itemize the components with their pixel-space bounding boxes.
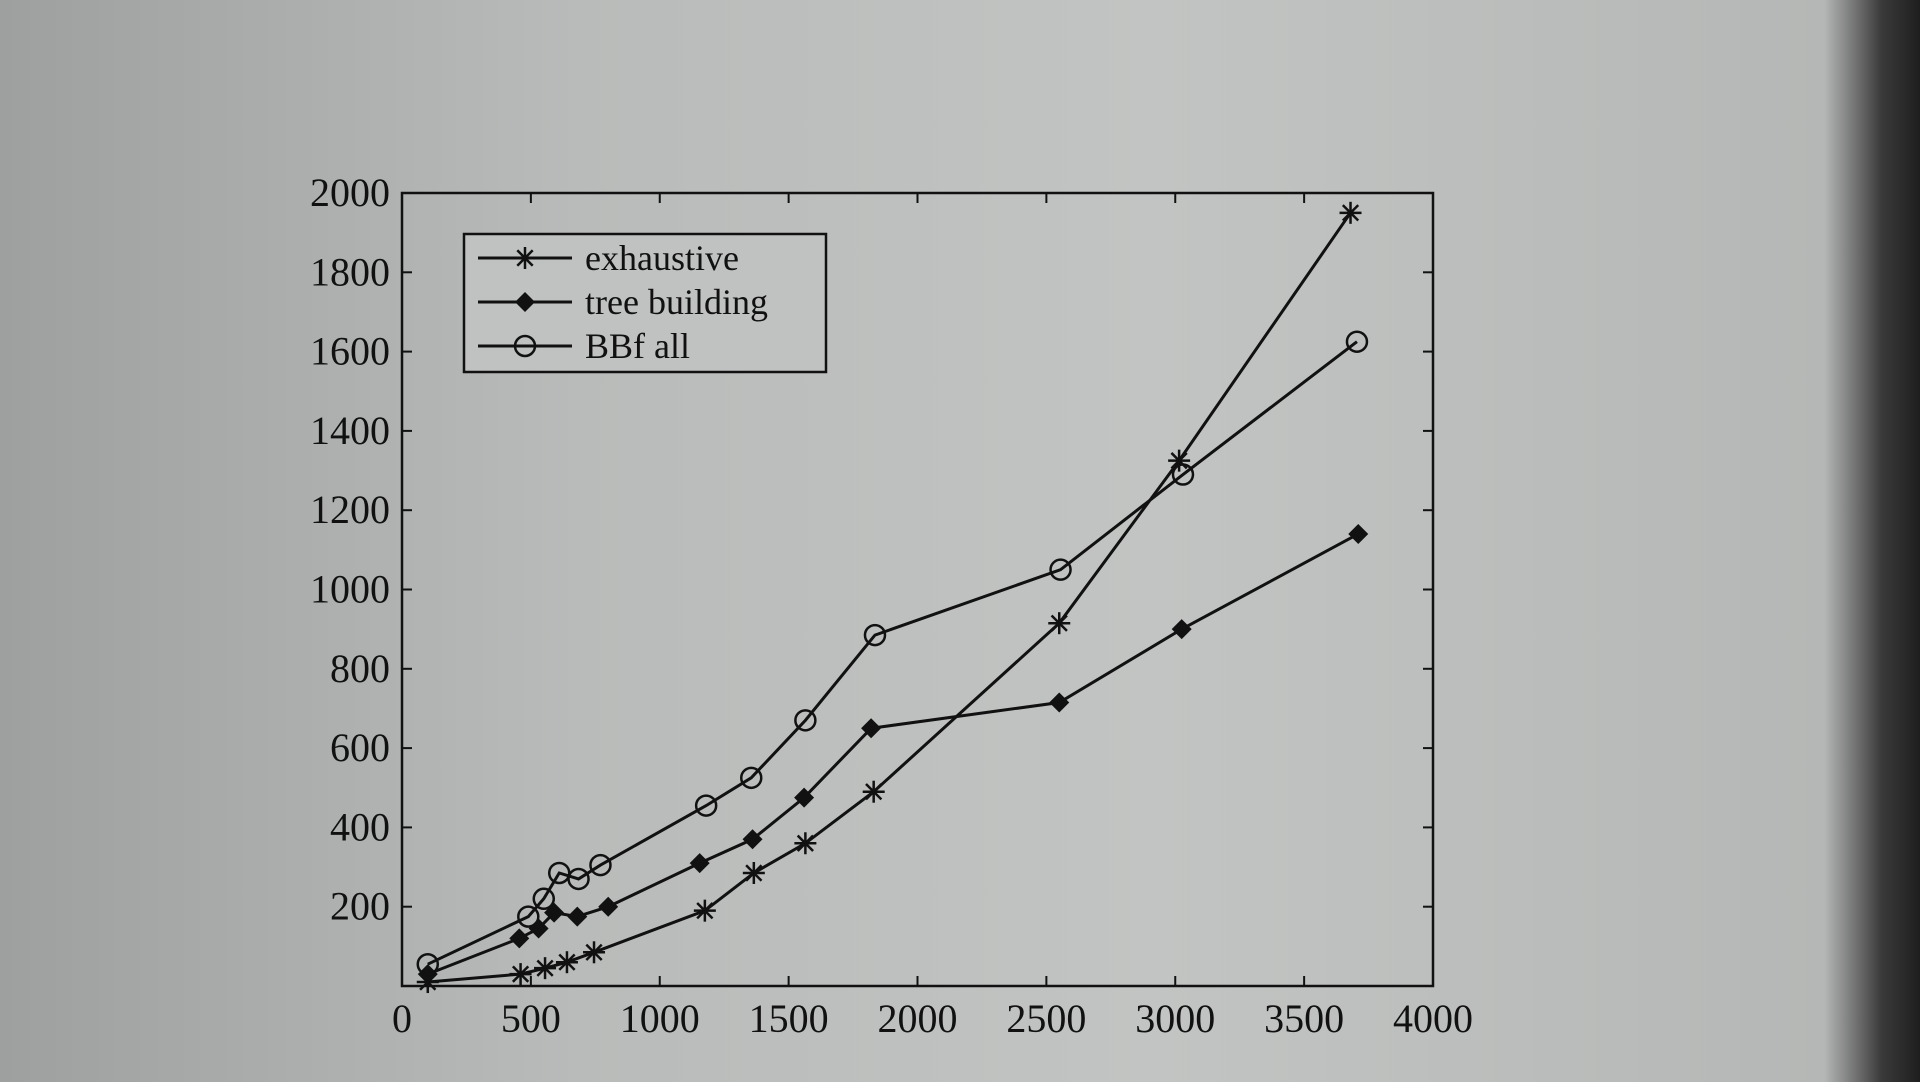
data-point-diamond bbox=[689, 853, 710, 874]
x-tick-label: 4000 bbox=[1393, 996, 1473, 1041]
data-point-circle bbox=[863, 623, 887, 647]
x-tick-label: 2000 bbox=[878, 996, 958, 1041]
data-point-circle bbox=[416, 952, 440, 976]
y-tick-label: 200 bbox=[330, 884, 390, 929]
data-point-diamond bbox=[1049, 692, 1070, 713]
series-line bbox=[427, 532, 1359, 976]
x-tick-label: 1000 bbox=[620, 996, 700, 1041]
data-point-asterisk bbox=[511, 965, 530, 983]
data-point-diamond bbox=[1348, 523, 1369, 544]
data-point-circle bbox=[517, 905, 540, 928]
data-point-asterisk bbox=[1050, 614, 1068, 632]
y-tick-label: 800 bbox=[330, 646, 390, 691]
series-bbf-all bbox=[416, 330, 1369, 976]
data-point-asterisk bbox=[1170, 452, 1188, 470]
data-point-circle bbox=[694, 794, 718, 817]
x-tick-label: 2500 bbox=[1006, 996, 1086, 1041]
data-point-asterisk bbox=[558, 953, 576, 971]
data-point-asterisk bbox=[585, 943, 603, 961]
legend-label: exhaustive bbox=[585, 238, 739, 278]
data-point-diamond bbox=[567, 906, 588, 927]
x-tick-label: 3000 bbox=[1135, 996, 1215, 1041]
data-point-asterisk bbox=[536, 959, 554, 977]
y-tick-label: 1000 bbox=[310, 567, 390, 612]
y-tick-label: 1800 bbox=[310, 249, 390, 294]
data-point-diamond bbox=[509, 928, 530, 949]
data-point-circle bbox=[589, 853, 612, 877]
data-point-asterisk bbox=[865, 783, 883, 801]
data-point-diamond bbox=[861, 718, 882, 739]
x-tick-label: 500 bbox=[501, 996, 561, 1041]
data-point-diamond bbox=[742, 829, 763, 850]
legend-label: BBf all bbox=[585, 326, 690, 366]
data-point-diamond bbox=[598, 896, 619, 917]
data-point-asterisk bbox=[796, 834, 814, 852]
y-tick-label: 1200 bbox=[310, 487, 390, 532]
data-point-circle bbox=[1345, 330, 1369, 353]
y-tick-label: 400 bbox=[330, 804, 390, 849]
data-point-circle bbox=[567, 867, 590, 891]
legend-marker-circle bbox=[513, 334, 537, 358]
x-tick-label: 0 bbox=[392, 996, 412, 1041]
x-tick-label: 3500 bbox=[1264, 996, 1344, 1041]
data-point-asterisk bbox=[745, 864, 763, 882]
data-point-circle bbox=[794, 709, 817, 732]
data-point-circle bbox=[740, 766, 763, 790]
legend-label: tree building bbox=[585, 282, 768, 322]
legend-marker-asterisk bbox=[516, 249, 534, 267]
legend-marker-diamond bbox=[515, 292, 535, 312]
data-point-circle bbox=[532, 887, 556, 911]
y-tick-label: 2000 bbox=[310, 170, 390, 215]
data-point-asterisk bbox=[1341, 204, 1360, 222]
data-point-diamond bbox=[1171, 619, 1192, 640]
y-tick-label: 1400 bbox=[310, 408, 390, 453]
x-tick-label: 1500 bbox=[749, 996, 829, 1041]
y-tick-label: 1600 bbox=[310, 329, 390, 374]
series-tree-building bbox=[417, 523, 1369, 985]
data-point-circle bbox=[1171, 463, 1195, 486]
y-tick-label: 600 bbox=[330, 725, 390, 770]
data-point-diamond bbox=[794, 787, 815, 808]
data-point-asterisk bbox=[696, 902, 714, 920]
data-point-diamond bbox=[528, 918, 549, 939]
series-line bbox=[427, 340, 1358, 966]
data-point-circle bbox=[1049, 558, 1072, 581]
